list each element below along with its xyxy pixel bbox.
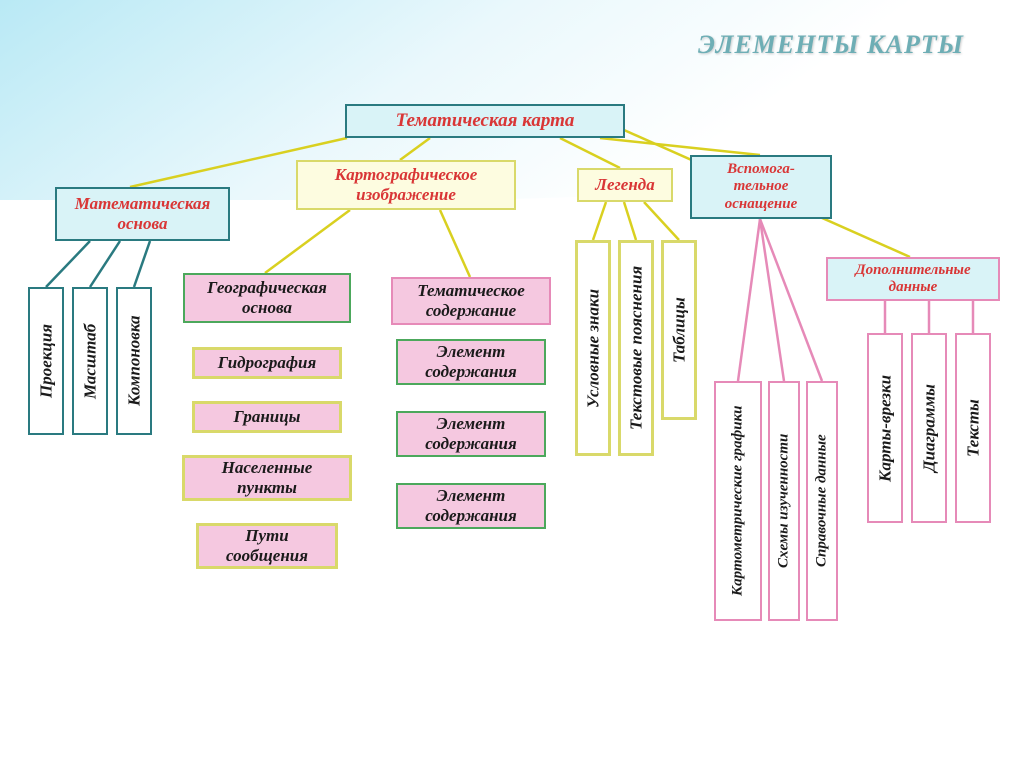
node-borders: Границы	[192, 401, 342, 433]
vnode-scale: Масштаб	[72, 287, 108, 435]
node-legend: Легенда	[577, 168, 673, 202]
page-title: ЭЛЕМЕНТЫ КАРТЫ	[698, 30, 964, 60]
vnode-proj: Проекция	[28, 287, 64, 435]
node-carto: Картографическое изображение	[296, 160, 516, 210]
node-add: Дополнительные данные	[826, 257, 1000, 301]
vnode-tables: Таблицы	[661, 240, 697, 420]
vnode-insets: Карты-врезки	[867, 333, 903, 523]
vnode-layout: Компоновка	[116, 287, 152, 435]
node-towns: Населенные пункты	[182, 455, 352, 501]
vnode-textex: Текстовые пояснения	[618, 240, 654, 456]
vnode-diag: Диаграммы	[911, 333, 947, 523]
node-routes: Пути сообщения	[196, 523, 338, 569]
vnode-texts: Тексты	[955, 333, 991, 523]
node-math: Математическая основа	[55, 187, 230, 241]
node-hydro: Гидрография	[192, 347, 342, 379]
node-elem1: Элемент содержания	[396, 339, 546, 385]
node-thema: Тематическое содержание	[391, 277, 551, 325]
node-geo: Географическая основа	[183, 273, 351, 323]
vnode-schemes: Схемы изученности	[768, 381, 800, 621]
node-elem3: Элемент содержания	[396, 483, 546, 529]
node-elem2: Элемент содержания	[396, 411, 546, 457]
vnode-refs: Справочные данные	[806, 381, 838, 621]
node-root: Тематическая карта	[345, 104, 625, 138]
node-aux: Вспомога- тельное оснащение	[690, 155, 832, 219]
vnode-signs: Условные знаки	[575, 240, 611, 456]
vnode-kmg: Картометрические графики	[714, 381, 762, 621]
